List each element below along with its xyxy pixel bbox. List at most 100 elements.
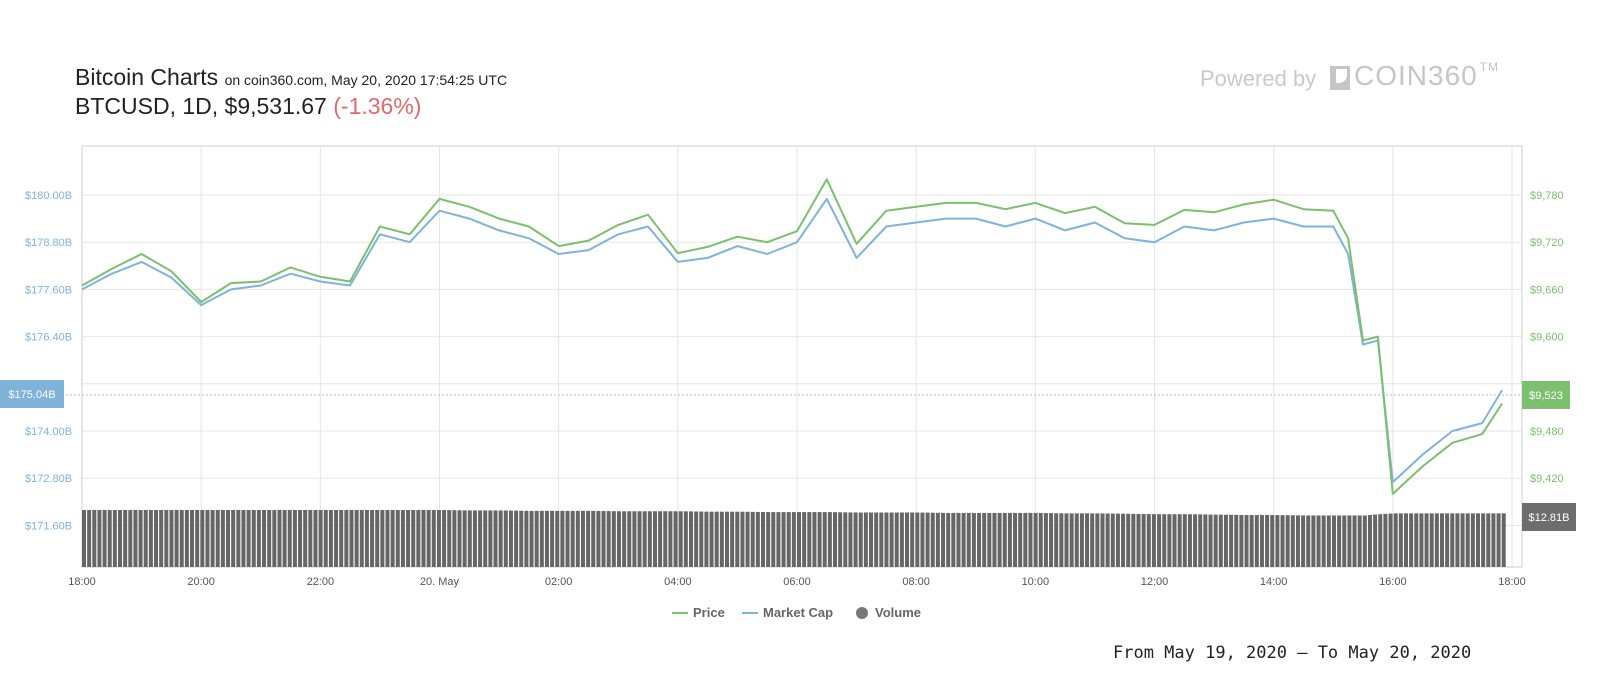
volume-bar [292, 510, 297, 567]
volume-bar [910, 512, 915, 567]
legend-item-volume[interactable]: Volume [856, 605, 921, 620]
volume-bar [1481, 513, 1486, 567]
volume-bar [1455, 513, 1460, 567]
volume-bar [663, 511, 668, 567]
volume-bar [236, 510, 241, 567]
volume-bar [508, 510, 513, 567]
volume-bar [138, 510, 143, 567]
volume-bar [1198, 514, 1203, 567]
title-text: Bitcoin Charts [75, 64, 219, 90]
volume-bar [822, 512, 827, 567]
volume-bars [82, 510, 1506, 567]
volume-bar [694, 511, 699, 567]
volume-bar [1301, 515, 1306, 567]
volume-bar [1177, 514, 1182, 567]
volume-bar [406, 510, 411, 567]
volume-bar [899, 512, 904, 567]
volume-bar [797, 512, 802, 567]
volume-bar [411, 510, 416, 567]
volume-bar [1434, 513, 1439, 567]
volume-bar [1074, 513, 1079, 567]
volume-bar [251, 510, 256, 567]
left-tick-label: $174.00B [25, 426, 72, 438]
volume-bar [1275, 515, 1280, 567]
volume-bar [905, 512, 910, 567]
interval-label: 1D [182, 93, 212, 119]
volume-bar [1403, 513, 1408, 567]
volume-bar [1398, 513, 1403, 567]
volume-bar [231, 510, 236, 567]
volume-bar [442, 510, 447, 567]
volume-bar [853, 512, 858, 567]
volume-bar [112, 510, 117, 567]
pair-label: BTCUSD [75, 93, 170, 119]
legend-item-price[interactable]: Price [672, 605, 725, 620]
volume-bar [483, 510, 488, 567]
volume-bar [1023, 512, 1028, 567]
volume-bar [699, 511, 704, 567]
chart-subtitle: on coin360.com, May 20, 2020 17:54:25 UT… [224, 72, 508, 88]
volume-tag [1522, 503, 1576, 531]
volume-bar [1331, 515, 1336, 567]
x-tick-label: 14:00 [1260, 576, 1288, 588]
x-tick-label: 20. May [420, 576, 460, 588]
volume-bar [529, 510, 534, 567]
volume-bar [1223, 514, 1228, 567]
legend-label: Volume [875, 605, 921, 620]
volume-bar [1373, 514, 1378, 567]
volume-bar [1470, 513, 1475, 567]
volume-bar [1388, 513, 1393, 567]
volume-bar [128, 510, 133, 567]
volume-bar [1157, 514, 1162, 567]
volume-bar [359, 510, 364, 567]
volume-bar [421, 510, 426, 567]
volume-bar [575, 510, 580, 567]
volume-bar [431, 510, 436, 567]
volume-bar [364, 510, 369, 567]
volume-bar [833, 512, 838, 567]
volume-bar [344, 510, 349, 567]
legend-item-market-cap[interactable]: Market Cap [742, 605, 833, 620]
volume-bar [534, 510, 539, 567]
volume-bar [1475, 513, 1480, 567]
volume-bar [771, 512, 776, 567]
volume-bar [632, 511, 637, 567]
left-tick-label: $171.60B [25, 520, 72, 532]
volume-bar [565, 510, 570, 567]
volume-bar [303, 510, 308, 567]
volume-bar [1409, 513, 1414, 567]
volume-bar [1352, 515, 1357, 567]
volume-bar [1151, 514, 1156, 567]
volume-bar [580, 510, 585, 567]
volume-bar [416, 510, 421, 567]
coin360-logo[interactable]: COIN360 TM [1330, 60, 1499, 92]
volume-bar [652, 511, 657, 567]
volume-bar [524, 510, 529, 567]
volume-bar [920, 512, 925, 567]
volume-bar [493, 510, 498, 567]
volume-bar [1429, 513, 1434, 567]
right-tick-label: $9,780 [1530, 190, 1564, 202]
volume-bar [226, 510, 231, 567]
volume-bar [1326, 515, 1331, 567]
volume-bar [539, 510, 544, 567]
volume-bar [1064, 513, 1069, 567]
brand-trademark: TM [1479, 60, 1500, 74]
left-tick-label: $172.80B [25, 473, 72, 485]
volume-bar [1496, 513, 1501, 567]
price-summary: BTCUSD, 1D, $9,531.67 (-1.36%) [75, 93, 422, 119]
volume-bar [1465, 513, 1470, 567]
volume-bar [555, 510, 560, 567]
volume-bar [159, 510, 164, 567]
left-tick-label: $177.60B [25, 284, 72, 296]
volume-bar [370, 510, 375, 567]
volume-bar [272, 510, 277, 567]
volume-bar [1337, 515, 1342, 567]
volume-bar [1038, 512, 1043, 567]
volume-bar [143, 510, 148, 567]
volume-bar [724, 511, 729, 567]
volume-bar [966, 512, 971, 567]
volume-bar [925, 512, 930, 567]
volume-bar [1234, 514, 1239, 567]
